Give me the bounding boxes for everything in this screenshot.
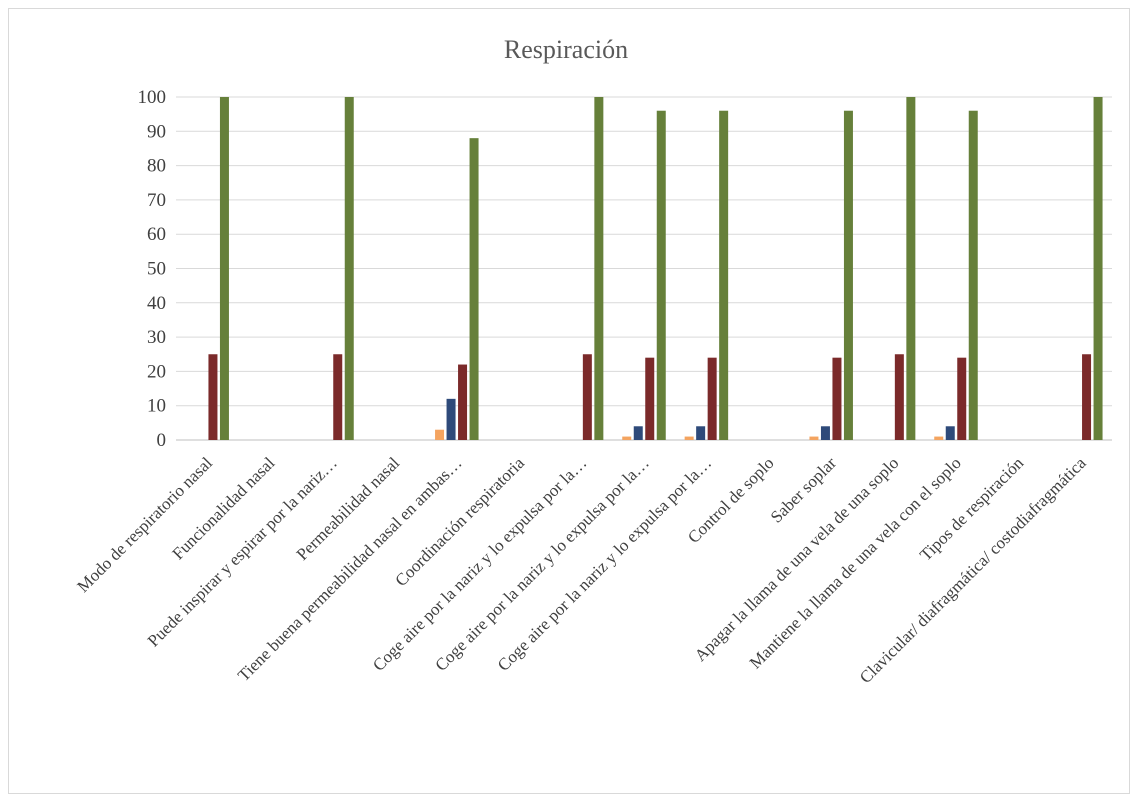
bar-series2-cat11 <box>820 426 830 440</box>
bar-series3-cat9 <box>707 357 717 440</box>
bar-series4-cat8 <box>656 110 666 440</box>
bar-series4-cat11 <box>843 110 853 440</box>
bar-series3-cat15 <box>1082 354 1092 440</box>
bar-series3-cat7 <box>582 354 592 440</box>
bar-series2-cat8 <box>633 426 643 440</box>
bar-series4-cat1 <box>219 97 229 440</box>
bar-series3-cat1 <box>208 354 218 440</box>
y-tick-label: 70 <box>147 190 166 211</box>
bar-series4-cat13 <box>968 110 978 440</box>
bar-series2-cat9 <box>696 426 706 440</box>
bar-series2-cat13 <box>945 426 955 440</box>
y-tick-label: 80 <box>147 156 166 177</box>
y-tick-label: 0 <box>157 430 167 451</box>
bar-series3-cat3 <box>333 354 343 440</box>
chart-title: Respiración <box>504 35 628 64</box>
y-tick-label: 40 <box>147 293 166 314</box>
bar-series4-cat15 <box>1093 97 1103 440</box>
bar-series3-cat13 <box>957 357 967 440</box>
bar-series3-cat12 <box>894 354 904 440</box>
x-tick-label: Coge aire por la nariz y lo expulsa por … <box>494 453 715 674</box>
bar-series1-cat11 <box>809 436 819 440</box>
bar-series4-cat3 <box>344 97 354 440</box>
x-tick-label: Clavicular/ diafragmática/ costodiafragm… <box>856 453 1090 687</box>
bar-series1-cat13 <box>934 436 944 440</box>
x-tick-label: Tipos de respiración <box>916 453 1028 565</box>
x-tick-label: Coge aire por la nariz y lo expulsa por … <box>369 453 590 674</box>
bar-series4-cat9 <box>719 110 729 440</box>
x-tick-label: Coge aire por la nariz y lo expulsa por … <box>431 453 652 674</box>
bar-series3-cat8 <box>645 357 655 440</box>
y-tick-label: 10 <box>147 396 166 417</box>
bar-series1-cat9 <box>684 436 694 440</box>
y-tick-label: 60 <box>147 224 166 245</box>
bar-series4-cat7 <box>594 97 604 440</box>
x-tick-label: Tiene buena permeabilidad nasal en ambas… <box>234 453 466 685</box>
x-tick-label: Permeabilidad nasal <box>293 453 404 564</box>
bar-series4-cat5 <box>469 138 479 440</box>
y-tick-label: 90 <box>147 121 166 142</box>
bar-series2-cat5 <box>446 398 456 440</box>
bar-series1-cat5 <box>435 429 445 440</box>
y-tick-label: 20 <box>147 361 166 382</box>
y-tick-label: 30 <box>147 327 166 348</box>
bar-series3-cat11 <box>832 357 842 440</box>
y-tick-label: 50 <box>147 259 166 280</box>
chart-frame <box>8 8 1130 794</box>
y-tick-label: 100 <box>138 87 167 108</box>
bar-series1-cat8 <box>622 436 632 440</box>
bar-series4-cat12 <box>906 97 916 440</box>
bar-series3-cat5 <box>458 364 468 440</box>
